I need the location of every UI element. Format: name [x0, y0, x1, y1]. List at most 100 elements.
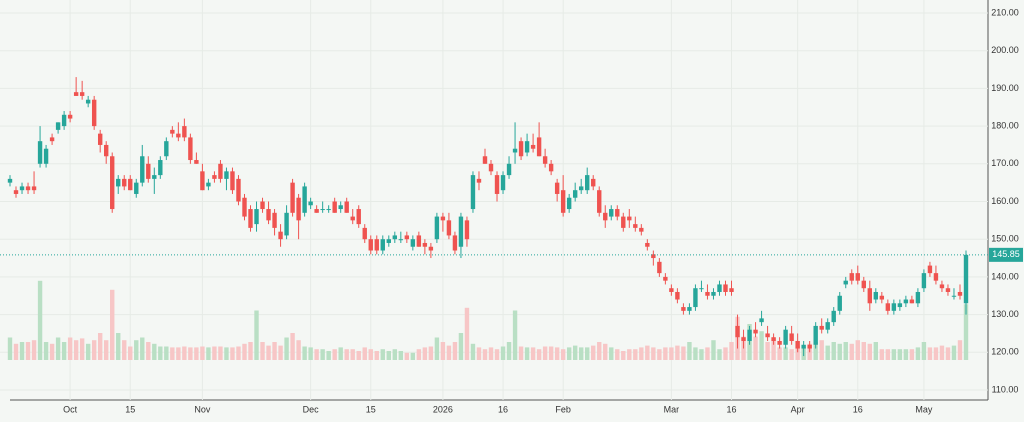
candle-body [43, 148, 49, 164]
volume-bar [314, 349, 319, 360]
candle-body [200, 171, 205, 191]
volume-bar [765, 342, 770, 360]
y-tick-label: 140.00 [991, 271, 1019, 281]
candle-body [37, 141, 43, 164]
volume-bar [867, 343, 872, 360]
candle-body [428, 246, 434, 251]
y-tick-label: 200.00 [991, 45, 1019, 55]
volume-bar [13, 343, 19, 360]
volume-bar [188, 347, 193, 360]
candle-body [446, 220, 452, 236]
volume-bar [176, 347, 181, 360]
candle-body [242, 197, 247, 217]
volume-bar [512, 310, 518, 360]
candle-body [572, 190, 578, 198]
volume-bar [927, 347, 933, 360]
volume-bar [939, 345, 945, 360]
candle-body [79, 92, 85, 96]
volume-bar [759, 331, 764, 360]
candle-body [621, 216, 626, 228]
volume-bar [825, 345, 830, 360]
volume-bar [278, 345, 283, 360]
candle-body [374, 239, 379, 251]
x-tick-label: Apr [791, 404, 805, 414]
candle-body [891, 303, 897, 311]
candle-body [951, 295, 957, 297]
candle-body [398, 239, 404, 241]
candle-body [308, 201, 313, 206]
candle-body [885, 303, 891, 311]
volume-bar [326, 351, 331, 360]
volume-bar [416, 349, 422, 360]
candle-body [176, 133, 181, 138]
candle-body [789, 333, 794, 341]
candle-body [284, 212, 289, 236]
volume-bar [7, 337, 13, 360]
candle-body [188, 137, 193, 161]
candle-body [266, 209, 271, 221]
volume-bar [645, 345, 650, 360]
volume-bar [849, 343, 854, 360]
volume-bar [152, 343, 157, 360]
volume-bar [615, 349, 620, 360]
volume-bar [302, 346, 307, 360]
candle-body [302, 186, 307, 213]
last-price-box [989, 247, 1023, 262]
candle-body [675, 291, 680, 300]
candle-body [597, 190, 602, 213]
volume-bar [578, 347, 584, 360]
candle-body [476, 178, 482, 183]
volume-bar [705, 347, 710, 360]
x-tick-label: Mar [664, 404, 680, 414]
volume-bar [657, 349, 662, 360]
candle-body [212, 175, 217, 179]
volume-bar [85, 343, 91, 360]
candle-body [404, 235, 410, 240]
candle-body [536, 137, 542, 157]
candle-body [61, 114, 67, 127]
candle-body [741, 337, 746, 341]
candle-body [681, 307, 686, 311]
candle-body [494, 175, 500, 194]
volume-bar [813, 342, 818, 360]
candle-body [765, 333, 770, 338]
volume-bar [530, 347, 536, 360]
candle-body [218, 163, 223, 179]
volume-bar [422, 347, 428, 360]
candle-body [338, 205, 343, 210]
candle-body [867, 288, 872, 304]
volume-bar [957, 340, 963, 360]
candle-body [645, 242, 650, 247]
candle-body [7, 178, 13, 183]
y-tick-label: 160.00 [991, 196, 1019, 206]
candle-body [879, 295, 885, 300]
candle-body [663, 276, 668, 281]
candle-body [13, 190, 19, 194]
candle-body [633, 224, 638, 228]
volume-bar [284, 337, 289, 360]
volume-bar [897, 349, 903, 360]
candle-body [825, 322, 830, 330]
candle-body [723, 284, 728, 292]
y-tick-label: 180.00 [991, 120, 1019, 130]
candle-body [771, 337, 776, 341]
candle-body [861, 280, 866, 289]
candle-body [458, 216, 464, 247]
volume-bar [194, 347, 199, 360]
candle-body [97, 133, 103, 145]
candle-body [116, 178, 121, 187]
candle-body [224, 171, 229, 179]
volume-bar [500, 346, 506, 360]
candle-body [542, 156, 548, 164]
candle-body [729, 288, 734, 292]
last-price-label: 145.85 [992, 249, 1020, 259]
candle-body [687, 307, 692, 311]
volume-bar [380, 349, 385, 360]
volume-bar [91, 340, 97, 360]
volume-bar [819, 340, 824, 360]
candle-body [488, 163, 494, 172]
candle-body [897, 303, 903, 308]
candle-body [260, 201, 265, 210]
candle-body [350, 216, 355, 221]
